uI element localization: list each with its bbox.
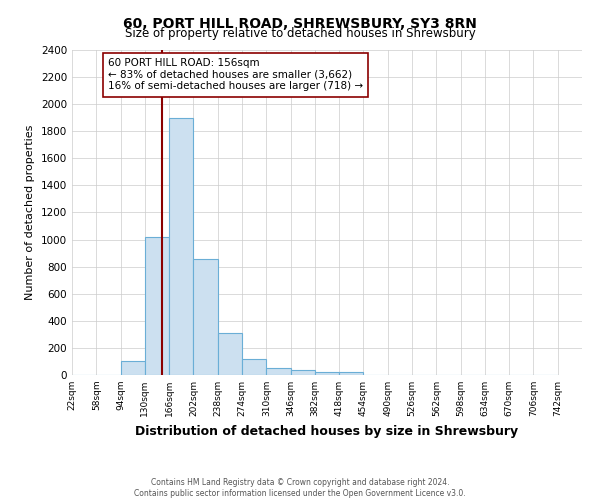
- Text: 60, PORT HILL ROAD, SHREWSBURY, SY3 8RN: 60, PORT HILL ROAD, SHREWSBURY, SY3 8RN: [123, 18, 477, 32]
- Bar: [339, 372, 364, 375]
- Bar: [193, 258, 218, 375]
- X-axis label: Distribution of detached houses by size in Shrewsbury: Distribution of detached houses by size …: [136, 424, 518, 438]
- Bar: [218, 333, 242, 375]
- Bar: [290, 370, 315, 375]
- Y-axis label: Number of detached properties: Number of detached properties: [25, 125, 35, 300]
- Bar: [242, 359, 266, 375]
- Bar: [169, 118, 193, 375]
- Bar: [145, 237, 169, 375]
- Text: Size of property relative to detached houses in Shrewsbury: Size of property relative to detached ho…: [125, 28, 475, 40]
- Text: 60 PORT HILL ROAD: 156sqm
← 83% of detached houses are smaller (3,662)
16% of se: 60 PORT HILL ROAD: 156sqm ← 83% of detac…: [108, 58, 363, 92]
- Bar: [315, 372, 339, 375]
- Bar: [266, 368, 290, 375]
- Text: Contains HM Land Registry data © Crown copyright and database right 2024.
Contai: Contains HM Land Registry data © Crown c…: [134, 478, 466, 498]
- Bar: [121, 362, 145, 375]
